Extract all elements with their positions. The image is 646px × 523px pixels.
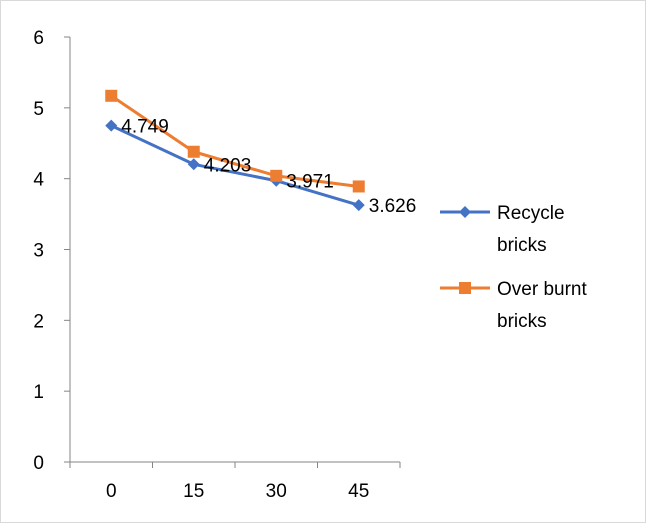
data-point-marker: [352, 180, 365, 193]
data-point-marker: [352, 199, 365, 212]
x-tick-label: 0: [106, 481, 117, 502]
y-tick-label: 2: [33, 311, 44, 332]
data-label: 4.749: [121, 117, 169, 138]
y-tick-label: 6: [33, 28, 44, 49]
data-point-marker: [187, 158, 200, 171]
legend-label: bricks: [497, 235, 547, 256]
y-tick-label: 3: [33, 241, 44, 262]
legend-label: Recycle: [497, 203, 565, 224]
legend-marker: [459, 282, 471, 294]
legend-marker: [459, 206, 471, 218]
data-point-marker: [105, 89, 118, 102]
x-tick-label: 45: [348, 481, 369, 502]
legend-label: Over burnt: [497, 279, 587, 300]
data-label: 3.626: [369, 196, 417, 217]
data-point-marker: [105, 119, 118, 132]
series-lines: [110, 94, 360, 207]
series-line-recycle-bricks: [110, 124, 360, 207]
legend-label: bricks: [497, 311, 547, 332]
x-tick-label: 15: [183, 481, 204, 502]
data-point-marker: [270, 169, 283, 182]
x-tick-label: 30: [266, 481, 287, 502]
y-tick-label: 5: [33, 99, 44, 120]
legend: Recycle bricks Over burnt bricks: [440, 203, 587, 332]
y-tick-label: 4: [33, 170, 44, 191]
y-tick-label: 1: [33, 382, 44, 403]
data-labels: 4.749 4.203 3.971 3.626: [121, 117, 416, 218]
data-label: 3.971: [286, 172, 334, 193]
data-label: 4.203: [204, 155, 252, 176]
axes: [64, 36, 401, 468]
series-markers: [105, 89, 365, 212]
data-point-marker: [187, 145, 200, 158]
y-tick-label: 0: [33, 453, 44, 474]
series-line-over-burnt-bricks: [110, 94, 359, 188]
